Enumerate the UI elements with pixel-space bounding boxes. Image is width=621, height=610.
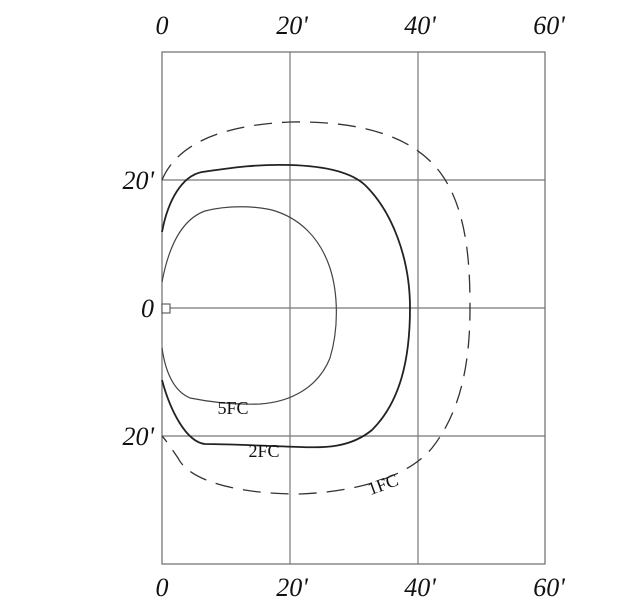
bottom-axis-label: 20' (276, 573, 308, 602)
contour-2fc (161, 163, 411, 449)
bottom-axis-label: 60' (533, 573, 565, 602)
top-axis-label: 60' (533, 11, 565, 40)
left-axis-label: 0 (141, 294, 154, 323)
left-axis-label: 20' (122, 166, 154, 195)
top-axis-label: 0 (156, 11, 169, 40)
bottom-axis-label: 0 (156, 573, 169, 602)
contour-1fc (161, 121, 471, 495)
left-axis-label: 20' (122, 422, 154, 451)
contour-label-5fc: 5FC (217, 398, 248, 418)
top-axis-label: 20' (276, 11, 308, 40)
contour-label-1fc: 1FC (365, 470, 401, 499)
contour-label-2fc: 2FC (248, 441, 279, 461)
square-fixture-icon (161, 303, 171, 314)
top-axis-label: 40' (404, 11, 436, 40)
bottom-axis-label: 40' (404, 573, 436, 602)
contour-5fc (161, 206, 337, 405)
